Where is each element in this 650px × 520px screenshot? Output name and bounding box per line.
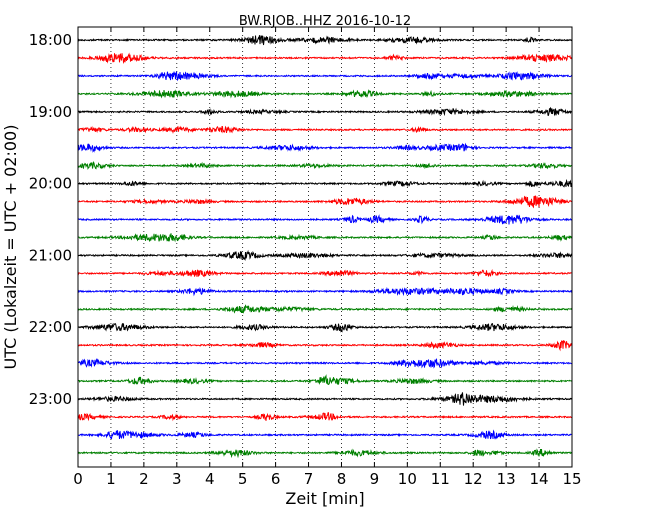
trace-line [77,233,573,243]
trace-line [77,52,573,65]
x-tick-label: 1 [106,470,116,488]
trace-line [77,125,573,134]
trace-line [77,160,573,170]
x-tick-label: 12 [464,470,483,488]
trace-line [77,195,573,209]
x-tick-label: 10 [398,470,417,488]
trace-line [77,412,573,422]
x-tick-label: 0 [73,470,83,488]
x-tick-label: 9 [370,470,380,488]
x-axis: 0 1 2 3 4 5 6 7 8 9 10 11 12 13 14 15 [73,27,582,488]
trace-line [77,392,573,406]
x-tick-label: 14 [530,470,549,488]
y-tick-label: 20:00 [29,175,72,193]
y-tick-label: 21:00 [29,246,72,264]
trace-line [77,71,573,82]
x-tick-label: 3 [172,470,182,488]
x-tick-label: 4 [205,470,215,488]
x-axis-label: Zeit [min] [285,489,364,508]
y-tick-label: 19:00 [29,103,72,121]
x-tick-label: 7 [304,470,314,488]
chart-title: BW.RJOB..HHZ 2016-10-12 [239,14,411,29]
trace-line [77,106,573,117]
trace-line [77,214,573,225]
trace-line [77,448,573,459]
trace-line [77,429,573,440]
trace-line [77,304,573,314]
trace-layer [77,35,573,459]
y-tick-label: 22:00 [29,318,72,336]
y-axis-label: UTC (Lokalzeit = UTC + 02:00) [1,125,20,370]
x-tick-label: 6 [271,470,281,488]
trace-line [77,35,573,46]
trace-line [77,358,573,369]
trace-line [77,340,573,352]
x-tick-label: 15 [562,470,581,488]
trace-line [77,178,573,188]
x-tick-label: 11 [431,470,450,488]
x-tick-label: 8 [337,470,347,488]
x-tick-label: 13 [497,470,516,488]
plot-frame [77,26,573,468]
trace-line [77,268,573,278]
trace-line [77,286,573,297]
x-tick-label: 5 [238,470,248,488]
trace-line [77,89,573,99]
trace-line [77,322,573,333]
trace-line [77,249,573,261]
x-tick-label: 2 [139,470,149,488]
y-tick-label: 23:00 [29,390,72,408]
grid-lines [110,27,540,467]
trace-line [77,142,573,153]
y-axis: 18:00 19:00 20:00 21:00 22:00 23:00 [29,31,572,408]
trace-line [77,374,573,386]
y-tick-label: 18:00 [29,31,72,49]
